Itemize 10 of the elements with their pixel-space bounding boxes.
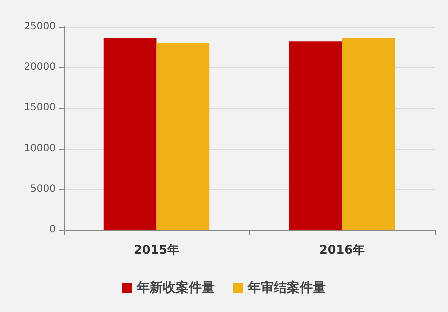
y-tick-label: 10000 [24, 143, 56, 154]
y-tick-label: 20000 [24, 62, 56, 74]
x-tick-label: 2016年 [320, 243, 365, 257]
y-tick-label: 5000 [30, 184, 56, 195]
y-tick-label: 0 [50, 224, 56, 236]
y-tick-label: 25000 [24, 22, 56, 32]
x-tick-label: 2015年 [134, 243, 180, 257]
legend-label: 年审结案件量 [247, 280, 326, 296]
y-tick-label: 15000 [24, 102, 56, 114]
legend-label: 年新收案件量 [136, 280, 215, 296]
